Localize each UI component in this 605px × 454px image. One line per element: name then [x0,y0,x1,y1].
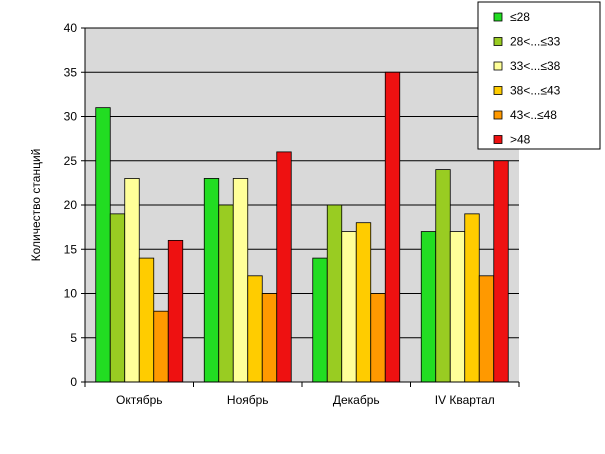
legend-label: 38<...≤43 [510,84,561,98]
legend-swatch [493,12,503,22]
x-tick-labels: Октябрь Ноябрь Декабрь IV Квартал [84,382,520,407]
legend-label: 43<..≤48 [510,108,557,122]
bar [464,213,480,383]
bar [203,178,220,383]
bar [138,257,155,383]
x-tick-label: Октябрь [116,393,163,407]
bar [326,204,343,383]
y-tick-label: 0 [70,375,77,389]
y-tick-label: 20 [64,198,78,212]
legend-label: >48 [510,133,531,147]
legend-label: 33<...≤38 [510,59,561,73]
bar [109,213,126,383]
bar [435,169,451,383]
legend-swatch [493,135,503,144]
legend-label: ≤28 [510,10,530,24]
bar [384,71,401,383]
bar [478,275,495,383]
bar [341,231,357,383]
bar [420,231,437,383]
y-tick-label: 15 [64,242,78,256]
y-tick-label: 30 [64,110,78,124]
bar [449,231,466,383]
y-tick-label: 10 [64,287,78,301]
legend-swatch [493,86,503,95]
bar [153,310,169,383]
bar [276,151,292,383]
bar [312,257,328,383]
bar [247,275,263,383]
y-tick-label: 5 [70,331,77,345]
y-axis-title: Количество станций [29,149,43,262]
y-tick-label: 25 [64,154,78,168]
y-tick-label: 40 [64,21,78,35]
bar [261,293,278,383]
legend-swatch [493,37,503,46]
legend-label: 28<...≤33 [510,35,561,49]
x-tick-label: IV Квартал [435,393,495,407]
bar [167,239,184,383]
legend-box [477,1,601,150]
y-tick-labels: 0 5 10 15 20 25 30 35 40 [64,21,85,389]
bar [370,293,386,383]
x-tick-label: Ноябрь [227,393,269,407]
legend: ≤28 28<...≤33 33<...≤38 38<...≤43 43<..≤48 >4… [477,1,601,150]
bar [493,160,509,383]
x-tick-label: Декабрь [333,393,380,407]
legend-swatch [493,61,503,71]
bar [232,178,249,383]
bar [95,107,111,383]
bar [218,204,234,383]
bar [355,222,372,383]
bar [124,178,140,383]
y-tick-label: 35 [64,65,78,79]
legend-swatch [493,110,503,120]
